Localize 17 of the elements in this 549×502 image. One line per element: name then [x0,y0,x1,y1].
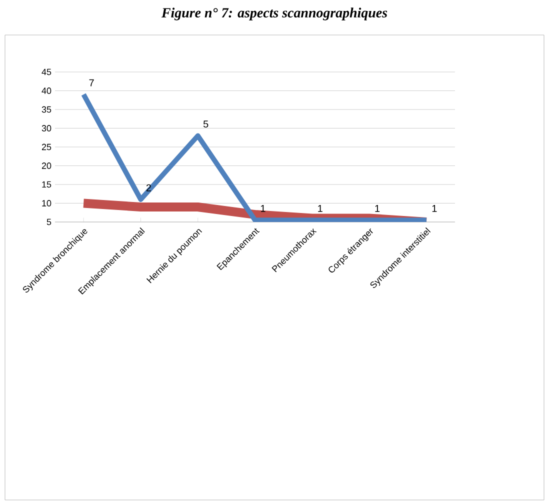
y-tick-label: 15 [42,181,52,188]
annotation: 1 [432,205,437,212]
y-tick-label: 10 [42,200,52,206]
y-tick-label: 35 [42,106,52,113]
chart-title: Figure n° 7: aspects scannographiques [161,8,388,20]
y-tick-label: 20 [42,162,52,169]
y-tick-label: 5 [46,218,52,226]
y-tick-label: 25 [42,144,52,150]
y-tick-label: 40 [42,88,52,94]
annotation: 1 [318,205,322,212]
annotation: 1 [375,205,380,212]
annotation: 5 [203,120,208,128]
annotation: 1 [260,205,266,212]
y-tick-label: 30 [42,125,52,132]
y-tick-label: 45 [42,68,52,76]
annotation: 2 [146,184,151,192]
annotation: 7 [89,79,94,86]
